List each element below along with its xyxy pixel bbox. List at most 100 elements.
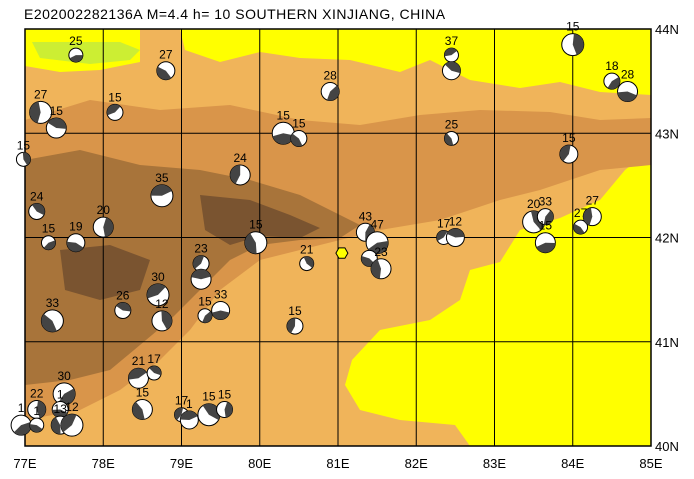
lon-tick-label: 80E <box>248 456 271 471</box>
beachball-quadrant <box>202 311 212 323</box>
event-magnitude-label: 43 <box>359 209 373 223</box>
focal-mechanism: 26 <box>114 288 132 319</box>
beachball-quadrant <box>536 242 556 253</box>
lon-tick-label: 84E <box>561 456 584 471</box>
event-magnitude-label: 33 <box>539 195 553 209</box>
focal-mechanism: 21 <box>127 354 149 389</box>
focal-mechanism: 1 <box>179 397 199 430</box>
lat-tick-label: 44N <box>655 22 679 37</box>
event-magnitude-label: 15 <box>198 295 212 309</box>
beachball-quadrant <box>60 414 77 433</box>
event-magnitude-label: 25 <box>445 117 459 131</box>
event-magnitude-label: 33 <box>214 287 228 301</box>
event-magnitude-label: 15 <box>50 104 64 118</box>
focal-mechanism: 17 <box>146 352 162 381</box>
event-magnitude-label: 47 <box>370 218 384 232</box>
beachball-quadrant <box>286 318 296 334</box>
focal-mechanism: 30 <box>146 270 170 307</box>
focal-mechanism: 15 <box>534 219 556 254</box>
beachball-quadrant <box>572 33 584 55</box>
event-magnitude-label: 1 <box>57 388 64 402</box>
event-magnitude-label: 15 <box>42 222 56 236</box>
focal-mechanism: 28 <box>617 68 639 103</box>
beachball-quadrant <box>617 91 637 102</box>
event-magnitude-label: 1 <box>186 397 193 411</box>
focal-mechanism: 15 <box>286 304 304 335</box>
event-magnitude-label: 19 <box>69 220 83 234</box>
event-magnitude-label: 15 <box>277 108 291 122</box>
lon-tick-label: 78E <box>92 456 115 471</box>
beachball-quadrant <box>106 104 121 116</box>
focal-mechanism: 1 <box>29 404 45 433</box>
event-magnitude-label: 24 <box>234 151 248 165</box>
event-magnitude-label: 12 <box>155 297 169 311</box>
event-magnitude-label: 22 <box>30 387 44 401</box>
beachball-quadrant <box>583 207 593 226</box>
focal-mechanism: 15 <box>216 388 234 419</box>
event-magnitude-label: 20 <box>97 203 111 217</box>
beachball-quadrant <box>272 133 295 145</box>
event-magnitude-label: 23 <box>374 245 388 259</box>
beachball-quadrant <box>29 424 43 433</box>
event-magnitude-label: 17 <box>147 352 161 366</box>
map-title: E202002282136A M=4.4 h= 10 SOUTHERN XINJ… <box>24 6 446 22</box>
beachball-quadrant <box>447 228 465 238</box>
event-magnitude-label: 12 <box>65 400 79 414</box>
lon-tick-label: 79E <box>170 456 193 471</box>
map-frame <box>24 28 652 447</box>
event-magnitude-label: 24 <box>30 189 44 203</box>
beachball-quadrant <box>244 233 257 254</box>
lat-tick-label: 40N <box>655 439 679 454</box>
beachball-quadrant <box>51 417 61 435</box>
event-magnitude-label: 30 <box>151 270 165 284</box>
focal-mechanism <box>441 61 461 81</box>
beachball-quadrant <box>52 409 68 418</box>
event-magnitude-label: 13 <box>54 402 68 416</box>
event-magnitude-label: 25 <box>69 34 83 48</box>
focal-mechanism: 15 <box>290 116 308 147</box>
focal-mechanism: 33 <box>536 195 554 226</box>
focal-mechanism: 24 <box>28 189 46 220</box>
beachball-quadrant <box>191 269 211 280</box>
focal-mechanism: 15 <box>106 90 124 121</box>
focal-mechanism: 12 <box>445 215 465 247</box>
axis-ticks: 77E 78E 79E 80E 81E 82E 83E 84E 85E 40N 41N 42N 43N 4… <box>13 22 678 471</box>
event-magnitude-label: 15 <box>202 390 216 404</box>
event-magnitude-label: 30 <box>57 369 71 383</box>
event-magnitude-label: 1 <box>18 401 25 415</box>
event-magnitude-label: 20 <box>527 197 541 211</box>
beachball-quadrant <box>180 410 198 420</box>
event-magnitude-label: 15 <box>136 386 150 400</box>
focal-mechanism: 1 <box>10 401 32 436</box>
focal-mechanism: 15 <box>45 104 67 139</box>
epicenter-marker <box>335 247 349 259</box>
event-magnitude-label: 12 <box>449 215 463 229</box>
focal-mechanism: 12 <box>60 400 84 437</box>
beachball-quadrant <box>32 203 45 216</box>
beachball-quadrant <box>607 77 620 90</box>
epicenter-hexagon <box>335 247 349 259</box>
event-magnitude-label: 26 <box>116 288 130 302</box>
beachball-quadrant <box>147 283 166 299</box>
lon-tick-label: 82E <box>405 456 428 471</box>
beachball-quadrant <box>14 422 32 436</box>
event-magnitude-label: 21 <box>132 354 146 368</box>
focal-mechanism: 15 <box>15 138 31 167</box>
beachball-quadrant <box>41 313 57 332</box>
beachball-quadrant <box>202 403 220 421</box>
beachball-quadrant <box>444 133 454 146</box>
beachball-quadrant <box>128 368 147 380</box>
beachball-quadrant <box>156 66 172 80</box>
event-magnitude-label: 17 <box>437 217 451 231</box>
focal-mechanism: 15 <box>271 108 295 145</box>
beachball-quadrant <box>43 240 56 250</box>
focal-mechanism: 28 <box>320 69 340 102</box>
focal-mechanism: 27 <box>29 87 53 124</box>
event-magnitude-label: 27 <box>159 48 173 62</box>
lat-tick-label: 41N <box>655 335 679 350</box>
terrain-high-mountains <box>25 150 360 385</box>
beachball-quadrant <box>47 118 67 129</box>
focal-mechanism: 15 <box>197 390 221 427</box>
beachball-quadrant <box>211 310 230 320</box>
